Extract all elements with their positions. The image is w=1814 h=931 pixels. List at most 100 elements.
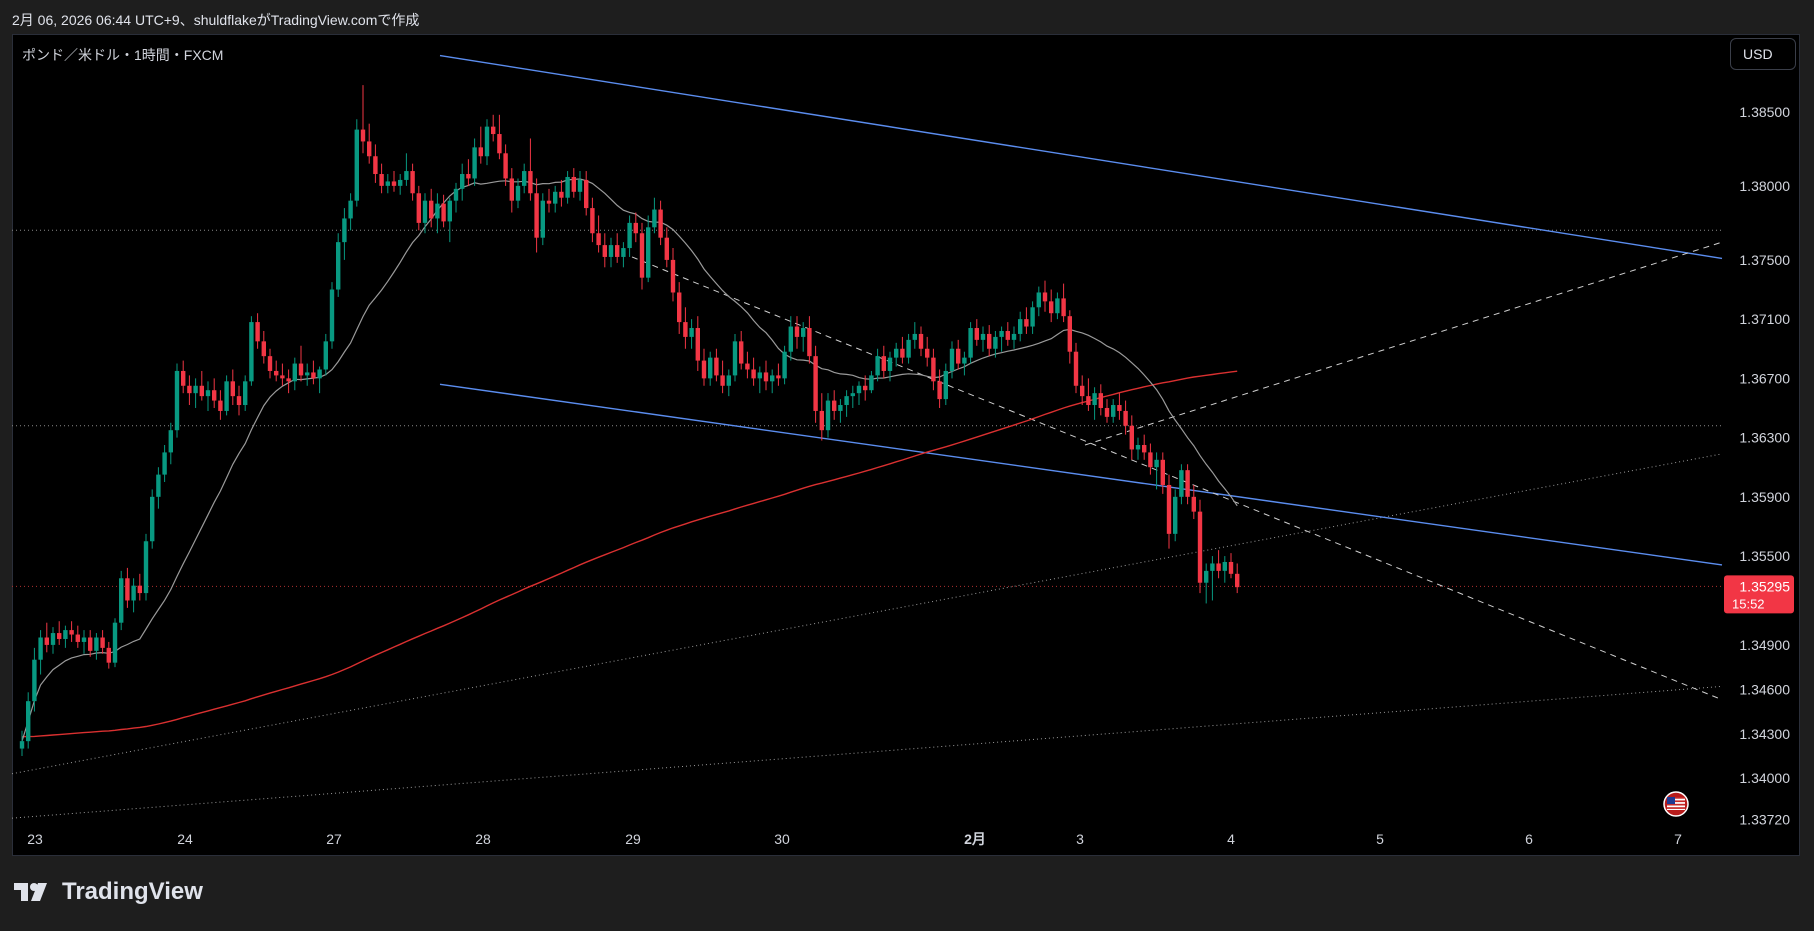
candle — [825, 393, 831, 438]
candle — [466, 159, 471, 186]
candle — [546, 188, 552, 213]
candle — [1011, 326, 1017, 349]
candle — [1197, 499, 1203, 594]
ascending-dashed-line — [1084, 241, 1723, 446]
candle — [193, 378, 198, 408]
candle — [398, 174, 403, 195]
candle — [801, 322, 806, 352]
candle — [1036, 286, 1041, 317]
current-price-value: 1.35295 — [1739, 578, 1790, 594]
channel-upper-line — [439, 54, 1723, 260]
candle — [869, 370, 874, 394]
tradingview-logo[interactable]: TradingView — [14, 878, 203, 906]
candle — [1142, 434, 1147, 460]
candles — [19, 85, 1240, 756]
price-tick-label: 1.34600 — [1739, 681, 1790, 697]
candle — [788, 316, 793, 361]
candle — [832, 390, 837, 420]
currency-button[interactable]: USD — [1730, 38, 1796, 70]
candle — [949, 341, 955, 379]
candle — [416, 185, 421, 231]
candle — [1061, 283, 1066, 323]
candle — [491, 114, 496, 142]
candle — [243, 375, 248, 411]
candle — [19, 730, 25, 756]
candle — [1042, 280, 1048, 312]
candle — [1166, 474, 1172, 549]
chart-area[interactable] — [12, 34, 1800, 856]
candle — [1191, 484, 1196, 520]
candle — [143, 533, 149, 601]
candle — [447, 197, 452, 243]
candle — [553, 185, 558, 213]
candle — [1123, 400, 1128, 435]
candle — [633, 212, 638, 243]
price-tick-label: 1.35500 — [1739, 548, 1790, 564]
candle — [1204, 563, 1209, 604]
candle — [404, 153, 409, 186]
candle — [1018, 311, 1023, 342]
candle — [714, 348, 719, 382]
candle — [732, 333, 738, 382]
candle — [32, 647, 37, 712]
time-tick-label: 24 — [177, 831, 193, 847]
price-tick-label: 1.36700 — [1739, 370, 1790, 386]
candle — [100, 630, 105, 654]
candle — [292, 357, 297, 391]
time-tick-label: 4 — [1227, 831, 1235, 847]
candle — [881, 345, 886, 379]
candle — [137, 573, 142, 601]
candle — [422, 193, 428, 234]
candle — [75, 625, 80, 648]
time-tick-label: 30 — [774, 831, 790, 847]
candle — [701, 348, 707, 386]
candle — [720, 360, 725, 394]
candle — [875, 348, 880, 382]
moving-averages — [21, 178, 1238, 742]
candle — [1148, 443, 1153, 475]
candle — [726, 369, 731, 397]
candle — [590, 197, 595, 243]
price-tick-label: 1.36300 — [1739, 430, 1790, 446]
candle — [385, 174, 390, 194]
candle — [639, 222, 645, 290]
price-tick-label: 1.37100 — [1739, 311, 1790, 327]
horizontal-lines — [12, 229, 1722, 587]
candle — [962, 351, 967, 376]
candle — [683, 307, 688, 349]
bar-countdown: 15:52 — [1732, 596, 1765, 611]
candle — [980, 326, 986, 352]
candle — [708, 351, 713, 386]
candle — [1104, 399, 1110, 423]
candle — [1222, 556, 1227, 583]
candle — [999, 326, 1004, 352]
candle — [596, 215, 601, 253]
candle — [106, 641, 111, 669]
candle — [794, 316, 800, 349]
price-tick-label: 1.38500 — [1739, 104, 1790, 120]
candle — [348, 193, 353, 231]
candle — [26, 692, 31, 749]
tradingview-icon — [14, 883, 47, 901]
candle — [534, 178, 539, 253]
candle — [1185, 464, 1190, 505]
candle — [119, 570, 124, 631]
time-axis: 23 24 27 28 29 30 2月 3 4 5 6 7 — [27, 831, 1682, 847]
candle — [50, 627, 56, 654]
candle — [584, 171, 589, 216]
candle — [695, 316, 700, 371]
candle — [150, 489, 155, 549]
candle — [354, 119, 359, 207]
candle — [943, 363, 948, 406]
candle — [435, 193, 440, 234]
candle — [503, 144, 508, 186]
ma-long-line — [21, 370, 1238, 738]
candle — [974, 319, 979, 346]
candle — [509, 168, 514, 213]
candle — [770, 369, 775, 394]
channel-lower-line — [439, 383, 1723, 566]
candle — [968, 322, 973, 364]
candle — [1055, 292, 1060, 320]
candle — [162, 445, 167, 483]
